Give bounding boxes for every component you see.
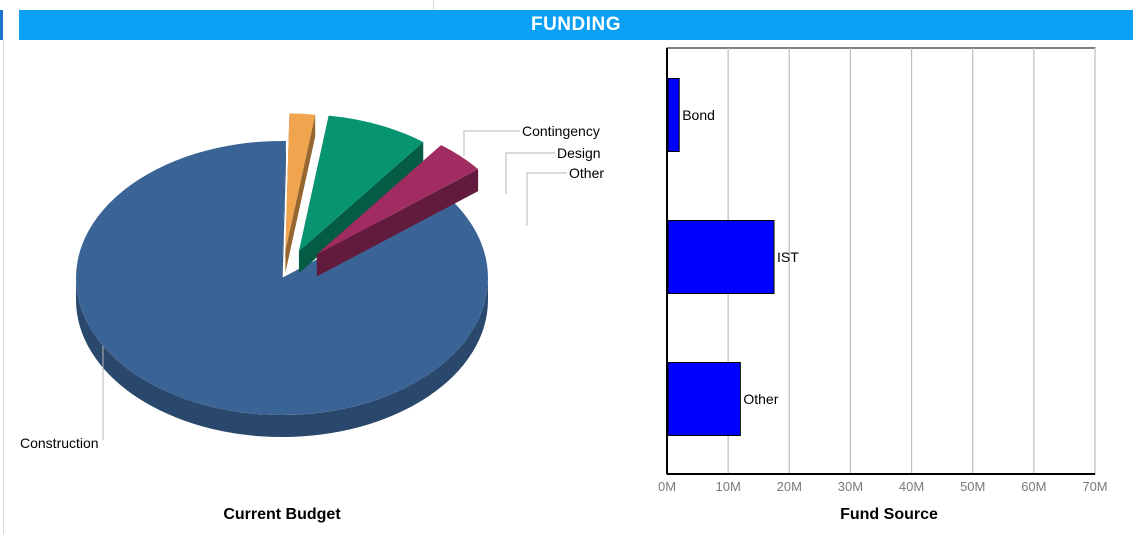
bar-x-tick-label: 20M <box>777 479 802 494</box>
pie-label-construction: Construction <box>20 435 99 451</box>
pie-leader-contingency <box>463 130 520 156</box>
bar-chart-title: Fund Source <box>840 506 938 523</box>
bar-bond <box>667 78 680 152</box>
pie-slice-other <box>316 145 479 277</box>
pie-leader-design <box>505 152 555 194</box>
pie-label-design: Design <box>557 145 601 161</box>
bar-label-other: Other <box>743 391 778 407</box>
bar-x-tick-label: 40M <box>899 479 924 494</box>
pie-slice-construction-side <box>76 278 488 437</box>
pie-chart-title: Current Budget <box>223 506 341 523</box>
funding-header-title: FUNDING <box>530 14 622 35</box>
bar-label-bond: Bond <box>682 107 715 123</box>
pie-slice-other-wall-end <box>316 169 479 277</box>
bar-x-tick-label: 60M <box>1021 479 1046 494</box>
pie-slice-construction-top <box>76 141 489 416</box>
pie-slice-contingency-wall-end <box>285 114 316 273</box>
bar-chart: 0M 10M 20M 30M 40M 50M 60M 70M Bond IST Other <box>658 47 1108 494</box>
pie-slice-design-wall-end <box>298 141 424 274</box>
bar-x-tick-label: 0M <box>658 479 676 494</box>
funding-header: FUNDING <box>19 10 1133 40</box>
pie-chart: Contingency Design Other Construction <box>20 113 604 451</box>
divider-left <box>3 40 4 534</box>
pie-slice-design-top <box>298 115 424 252</box>
bar-label-ist: IST <box>777 249 799 265</box>
bar-other <box>667 362 741 436</box>
pie-label-contingency: Contingency <box>522 123 600 139</box>
bar-x-tick-label: 50M <box>960 479 985 494</box>
bar-x-tick-label: 30M <box>838 479 863 494</box>
bar-ist <box>667 220 775 294</box>
pie-leader-other <box>526 172 567 226</box>
bar-x-tick-label: 70M <box>1082 479 1107 494</box>
pie-slice-other-top <box>316 145 479 255</box>
left-accent-bar <box>0 10 3 40</box>
divider-top <box>433 0 434 10</box>
pie-slice-construction-wall-end <box>282 141 286 300</box>
pie-slice-contingency-top <box>285 113 316 251</box>
bar-x-tick-label: 10M <box>715 479 740 494</box>
pie-label-other: Other <box>569 165 604 181</box>
pie-slice-design <box>298 115 424 274</box>
pie-slice-contingency <box>285 113 316 273</box>
